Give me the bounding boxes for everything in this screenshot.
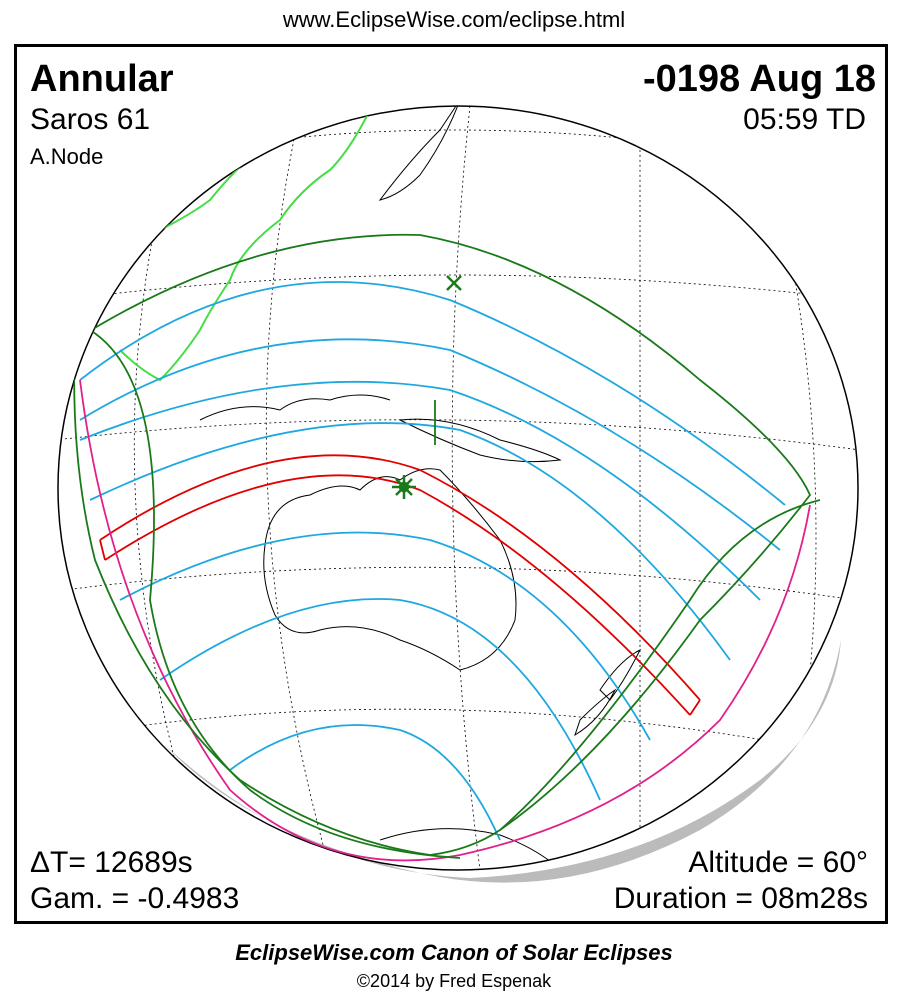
saros-number: Saros 61 [30,103,151,136]
central-path [99,454,701,716]
altitude: Altitude = 60° [688,846,868,879]
eclipse-time: 05:59 TD [743,103,866,136]
source-url: www.EclipseWise.com/eclipse.html [282,7,626,32]
eclipse-map-frame [14,44,888,924]
new-guinea-coast [398,418,562,463]
delta-t: ΔT= 12689s [30,846,193,879]
penumbral-limit [79,379,811,862]
japan-coast [378,106,461,201]
graticule [58,106,858,870]
eclipse-date: -0198 Aug 18 [642,58,876,100]
greatest-eclipse-star-icon [392,475,416,499]
new-zealand-coast [574,648,642,737]
rise-set-curves [73,233,821,859]
duration: Duration = 08m28s [613,882,868,915]
indonesia-coast [199,394,391,421]
sub-solar-x-icon [446,275,462,291]
gamma: Gam. = -0.4983 [30,882,240,915]
canon-title: EclipseWise.com Canon of Solar Eclipses [235,940,673,965]
asia-coast-green [79,106,372,382]
node-label: A.Node [30,144,104,169]
eclipse-type: Annular [30,58,174,100]
copyright: ©2014 by Fred Espenak [356,971,552,991]
penumbral-bands [79,281,786,841]
australia-coast [263,468,517,671]
